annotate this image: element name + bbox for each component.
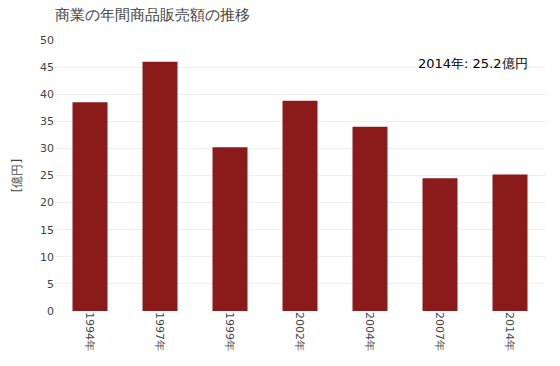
svg-text:[億円]: [億円] <box>10 159 24 192</box>
svg-text:2002年: 2002年 <box>293 312 306 351</box>
svg-text:30: 30 <box>40 142 54 155</box>
svg-text:40: 40 <box>40 88 54 101</box>
svg-text:1994年: 1994年 <box>83 312 96 351</box>
svg-text:5: 5 <box>47 278 54 291</box>
svg-text:20: 20 <box>40 196 54 209</box>
svg-text:1997年: 1997年 <box>153 312 166 351</box>
svg-text:2014年: 25.2億円: 2014年: 25.2億円 <box>418 56 528 71</box>
svg-text:10: 10 <box>40 251 54 264</box>
svg-text:15: 15 <box>40 224 54 237</box>
svg-text:2004年: 2004年 <box>363 312 376 351</box>
svg-text:0: 0 <box>47 305 54 318</box>
svg-text:35: 35 <box>40 115 54 128</box>
svg-text:1999年: 1999年 <box>223 312 236 351</box>
svg-text:25: 25 <box>40 169 54 182</box>
svg-text:45: 45 <box>40 61 54 74</box>
svg-text:50: 50 <box>40 34 54 47</box>
svg-text:商業の年間商品販売額の推移: 商業の年間商品販売額の推移 <box>55 6 250 24</box>
svg-text:2014年: 2014年 <box>503 312 516 351</box>
svg-text:2007年: 2007年 <box>433 312 446 351</box>
